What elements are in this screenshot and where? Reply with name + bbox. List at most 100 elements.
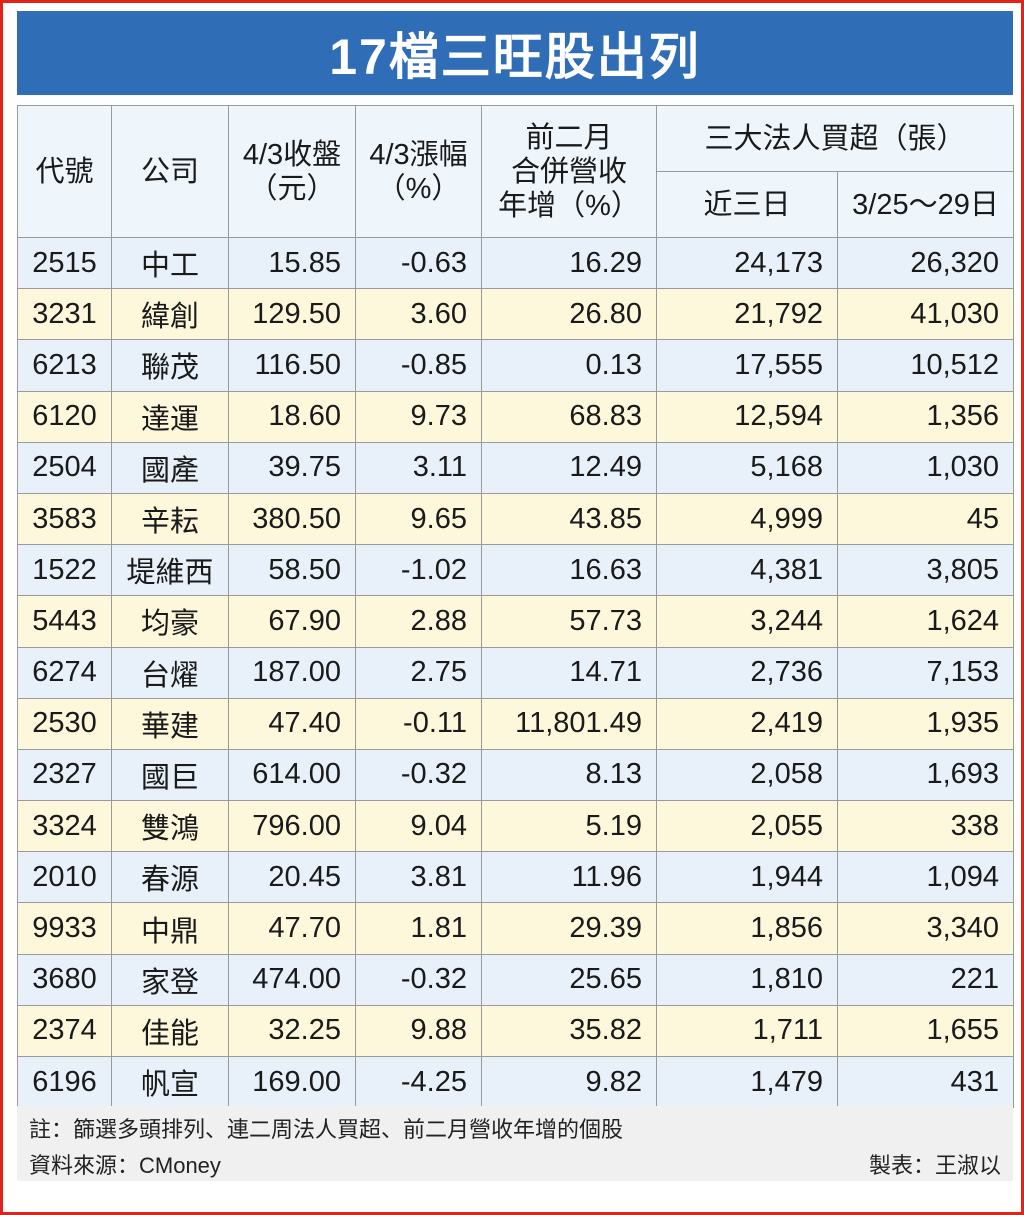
- cell-week: 1,935: [836, 697, 1015, 750]
- header-revenue-line3: 年增（%）: [498, 189, 640, 222]
- cell-change: 9.88: [355, 1004, 482, 1058]
- cell-revenue: 8.13: [481, 748, 657, 802]
- cell-revenue: 5.19: [481, 800, 657, 853]
- cell-revenue: 11,801.49: [481, 697, 657, 750]
- cell-week: 1,030: [836, 441, 1015, 494]
- table-row: 2504 國產 39.75 3.11 12.49 5,168 1,030: [17, 441, 1015, 494]
- table-row: 2515 中工 15.85 -0.63 16.29 24,173 26,320: [17, 236, 1015, 290]
- cell-change: 2.75: [355, 646, 482, 699]
- cell-code: 6120: [17, 390, 112, 443]
- cell-close: 47.40: [228, 697, 356, 750]
- cell-close: 116.50: [228, 339, 356, 392]
- cell-week: 1,094: [836, 851, 1015, 904]
- cell-close: 39.75: [228, 441, 356, 494]
- cell-code: 2515: [17, 236, 112, 290]
- cell-company: 台燿: [111, 646, 229, 699]
- cell-revenue: 26.80: [481, 288, 657, 341]
- cell-recent3: 4,381: [656, 544, 838, 597]
- table-body: 2515 中工 15.85 -0.63 16.29 24,173 26,320 3231 緯創 1…: [17, 236, 1015, 1109]
- table-row: 6274 台燿 187.00 2.75 14.71 2,736 7,153: [17, 646, 1015, 699]
- cell-week: 1,624: [836, 595, 1015, 648]
- cell-close: 380.50: [228, 492, 356, 546]
- cell-change: -4.25: [355, 1055, 482, 1109]
- footer: 註：篩選多頭排列、連二周法人買超、前二月營收年增的個股 資料來源：CMoney …: [17, 1106, 1013, 1181]
- cell-close: 58.50: [228, 544, 356, 597]
- cell-recent3: 24,173: [656, 236, 838, 290]
- cell-code: 1522: [17, 544, 112, 597]
- cell-recent3: 1,856: [656, 902, 838, 955]
- table-row: 2010 春源 20.45 3.81 11.96 1,944 1,094: [17, 851, 1015, 904]
- cell-revenue: 25.65: [481, 953, 657, 1006]
- cell-revenue: 35.82: [481, 1004, 657, 1058]
- cell-close: 20.45: [228, 851, 356, 904]
- cell-code: 3583: [17, 492, 112, 546]
- cell-change: -1.02: [355, 544, 482, 597]
- cell-close: 67.90: [228, 595, 356, 648]
- header-revenue-line2: 合併營收: [510, 155, 627, 188]
- cell-recent3: 1,810: [656, 953, 838, 1006]
- cell-company: 達運: [111, 390, 229, 443]
- cell-recent3: 17,555: [656, 339, 838, 392]
- table-row: 2530 華建 47.40 -0.11 11,801.49 2,419 1,935: [17, 697, 1015, 750]
- cell-recent3: 1,479: [656, 1055, 838, 1109]
- cell-code: 3231: [17, 288, 112, 341]
- table-row: 1522 堤維西 58.50 -1.02 16.63 4,381 3,805: [17, 544, 1015, 597]
- header-change-line2: （%）: [376, 172, 461, 205]
- cell-company: 中工: [111, 236, 229, 290]
- cell-close: 32.25: [228, 1004, 356, 1058]
- cell-week: 1,356: [836, 390, 1015, 443]
- cell-close: 47.70: [228, 902, 356, 955]
- cell-change: -0.32: [355, 748, 482, 802]
- header-week: 3/25～29日: [836, 171, 1015, 238]
- cell-week: 3,340: [836, 902, 1015, 955]
- cell-recent3: 2,058: [656, 748, 838, 802]
- cell-recent3: 3,244: [656, 595, 838, 648]
- cell-change: 2.88: [355, 595, 482, 648]
- cell-change: -0.11: [355, 697, 482, 750]
- cell-change: 3.11: [355, 441, 482, 494]
- cell-recent3: 12,594: [656, 390, 838, 443]
- cell-recent3: 5,168: [656, 441, 838, 494]
- cell-close: 474.00: [228, 953, 356, 1006]
- cell-code: 6196: [17, 1055, 112, 1109]
- cell-close: 15.85: [228, 236, 356, 290]
- cell-change: 1.81: [355, 902, 482, 955]
- cell-company: 春源: [111, 851, 229, 904]
- cell-week: 1,693: [836, 748, 1015, 802]
- cell-code: 5443: [17, 595, 112, 648]
- cell-revenue: 16.29: [481, 236, 657, 290]
- cell-week: 45: [836, 492, 1015, 546]
- cell-company: 聯茂: [111, 339, 229, 392]
- cell-change: -0.85: [355, 339, 482, 392]
- cell-week: 431: [836, 1055, 1015, 1109]
- cell-code: 2374: [17, 1004, 112, 1058]
- cell-company: 雙鴻: [111, 800, 229, 853]
- header-change-line1: 4/3漲幅: [369, 138, 468, 171]
- cell-recent3: 2,419: [656, 697, 838, 750]
- cell-revenue: 16.63: [481, 544, 657, 597]
- cell-change: -0.63: [355, 236, 482, 290]
- footer-source: 資料來源：CMoney: [29, 1153, 221, 1178]
- cell-company: 緯創: [111, 288, 229, 341]
- footer-note: 註：篩選多頭排列、連二周法人買超、前二月營收年增的個股: [29, 1117, 624, 1142]
- header-revenue-line1: 前二月: [525, 121, 613, 154]
- table-row: 6213 聯茂 116.50 -0.85 0.13 17,555 10,512: [17, 339, 1015, 392]
- cell-revenue: 9.82: [481, 1055, 657, 1109]
- table-row: 6196 帆宣 169.00 -4.25 9.82 1,479 431: [17, 1055, 1015, 1109]
- cell-company: 國巨: [111, 748, 229, 802]
- page-title: 17檔三旺股出列: [17, 11, 1013, 95]
- table-row: 2374 佳能 32.25 9.88 35.82 1,711 1,655: [17, 1004, 1015, 1058]
- cell-company: 帆宣: [111, 1055, 229, 1109]
- cell-change: 3.60: [355, 288, 482, 341]
- cell-change: 9.73: [355, 390, 482, 443]
- cell-revenue: 12.49: [481, 441, 657, 494]
- cell-revenue: 0.13: [481, 339, 657, 392]
- cell-recent3: 4,999: [656, 492, 838, 546]
- header-company: 公司: [111, 105, 229, 238]
- cell-week: 1,655: [836, 1004, 1015, 1058]
- header-close-line1: 4/3收盤: [242, 138, 342, 171]
- cell-recent3: 2,055: [656, 800, 838, 853]
- cell-week: 221: [836, 953, 1015, 1006]
- table-row: 3680 家登 474.00 -0.32 25.65 1,810 221: [17, 953, 1015, 1006]
- cell-week: 26,320: [836, 236, 1015, 290]
